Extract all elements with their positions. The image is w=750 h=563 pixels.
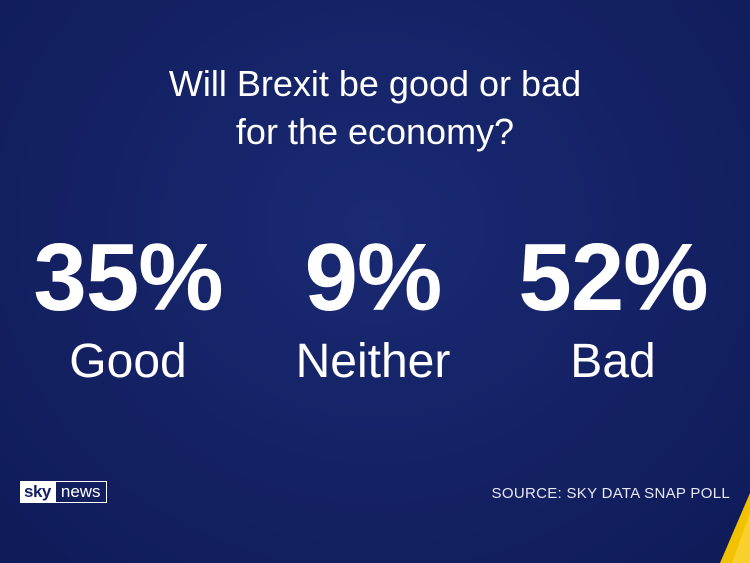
stat-bad-value: 52%	[518, 224, 708, 331]
stat-bad-label: Bad	[570, 335, 656, 388]
logo-sky-text: sky	[20, 481, 55, 503]
stat-neither-value: 9%	[304, 224, 443, 331]
stat-neither: 9% Neither	[248, 228, 498, 390]
stat-neither-label: Neither	[295, 335, 451, 388]
stat-good: 35% Good	[3, 228, 253, 390]
stat-good-label: Good	[69, 335, 187, 388]
corner-accent-shape	[720, 493, 750, 563]
logo-news-text: news	[54, 481, 107, 503]
question-line-1: Will Brexit be good or bad	[168, 63, 582, 104]
stat-good-value: 35%	[33, 224, 223, 331]
sky-news-logo: sky news	[20, 481, 107, 503]
stat-bad: 52% Bad	[488, 228, 738, 390]
question-line-2: for the economy?	[235, 111, 515, 152]
source-credit: SOURCE: SKY DATA SNAP POLL	[491, 485, 730, 502]
poll-question: Will Brexit be good or bad for the econo…	[0, 60, 750, 156]
